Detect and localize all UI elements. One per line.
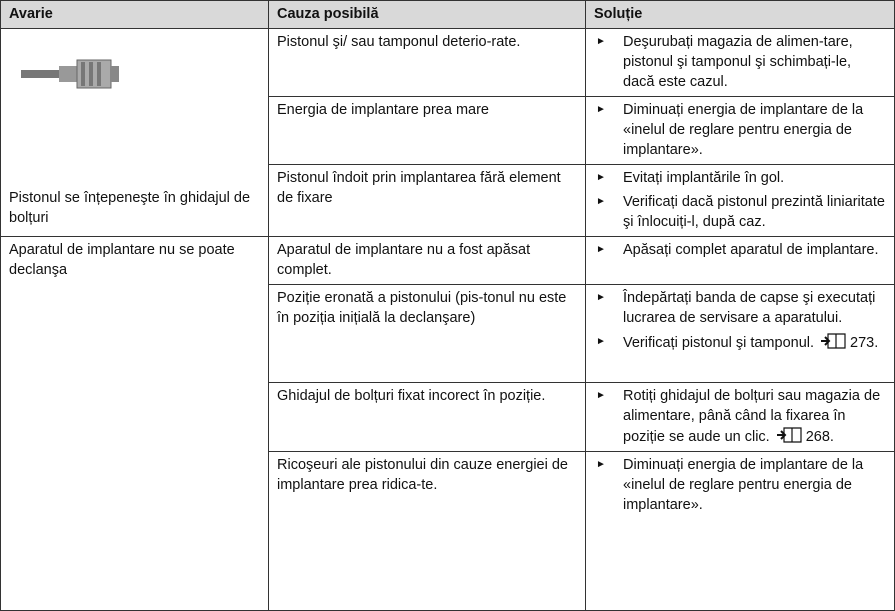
solution-text: Verificați dacă pistonul prezintă liniar… xyxy=(623,194,885,230)
solution-item: Evitați implantările în gol. xyxy=(594,168,886,188)
table-row: Aparatul de implantare nu se poate decla… xyxy=(0,236,895,611)
solution-text: Apăsați complet aparatul de implantare. xyxy=(623,242,879,258)
solution-item: Verificați dacă pistonul prezintă liniar… xyxy=(594,192,886,232)
solution-item: Diminuați energia de implantare de la «i… xyxy=(594,455,886,515)
solution-list: Îndepărtați banda de capse şi executați … xyxy=(594,288,886,353)
solution-item: Verificați pistonul şi tamponul. 273. xyxy=(594,332,886,353)
cause-cell: Pistonul şi/ sau tamponul deterio-rate. xyxy=(268,28,586,97)
cause-cell: Energia de implantare prea mare xyxy=(268,96,586,165)
solution-item: Rotiți ghidajul de bolțuri sau magazia d… xyxy=(594,386,886,447)
solution-cell: Diminuați energia de implantare de la «i… xyxy=(585,96,895,165)
page-ref: 273. xyxy=(850,335,879,351)
cause-cell: Poziție eronată a pistonului (pis-tonul … xyxy=(268,284,586,383)
solution-text: Diminuați energia de implantare de la «i… xyxy=(623,102,864,158)
solution-text: Rotiți ghidajul de bolțuri sau magazia d… xyxy=(623,388,881,445)
solution-item: Îndepărtați banda de capse şi executați … xyxy=(594,288,886,328)
failure-text: Aparatul de implantare nu se poate decla… xyxy=(9,242,235,278)
table-row: Pistonul îndoit prin implantarea fără el… xyxy=(1,164,895,237)
table-row: Ricoşeuri ale pistonului din cauze energ… xyxy=(1,451,895,611)
failure-text: Pistonul se înțepeneşte în ghidajul de b… xyxy=(9,190,251,226)
cause-cell: Aparatul de implantare nu a fost apăsat … xyxy=(268,236,586,285)
header-cell: Avarie xyxy=(0,0,269,29)
cause-cell: Ricoşeuri ale pistonului din cauze energ… xyxy=(268,451,586,611)
cause-cell: Ghidajul de bolțuri fixat incorect în po… xyxy=(268,382,586,452)
solution-cell: Deşurubați magazia de alimen-tare, pisto… xyxy=(585,28,895,97)
solution-list: Deşurubați magazia de alimen-tare, pisto… xyxy=(594,32,886,92)
solution-cell: Evitați implantările în gol. Verificați d… xyxy=(585,164,895,237)
failure-cell: Aparatul de implantare nu se poate decla… xyxy=(0,236,269,611)
table-row: Ghidajul de bolțuri fixat incorect în po… xyxy=(1,382,895,452)
solution-item: Diminuați energia de implantare de la «i… xyxy=(594,100,886,160)
page-ref-icon xyxy=(821,333,846,349)
failure-wrap: Pistonul se înțepeneşte în ghidajul de b… xyxy=(9,32,260,228)
solution-cell: Apăsați complet aparatul de implantare. xyxy=(585,236,895,285)
failure-cell: Pistonul se înțepeneşte în ghidajul de b… xyxy=(0,28,269,237)
solution-cell: Rotiți ghidajul de bolțuri sau magazia d… xyxy=(585,382,895,452)
solution-item: Deşurubați magazia de alimen-tare, pisto… xyxy=(594,32,886,92)
solution-cell: Îndepărtați banda de capse şi executați … xyxy=(585,284,895,383)
header-cell: Soluție xyxy=(585,0,895,29)
header-cell: Cauza posibilă xyxy=(268,0,586,29)
solution-list: Rotiți ghidajul de bolțuri sau magazia d… xyxy=(594,386,886,447)
table-row: Pistonul se înțepeneşte în ghidajul de b… xyxy=(0,28,895,237)
header-row: Avarie Cauza posibilă Soluție xyxy=(0,0,895,29)
piston-image xyxy=(21,59,119,89)
table-row: Energia de implantare prea mare Diminuați… xyxy=(1,96,895,165)
solution-list: Apăsați complet aparatul de implantare. xyxy=(594,240,886,260)
solution-list: Evitați implantările în gol. Verificați d… xyxy=(594,168,886,232)
solution-list: Diminuați energia de implantare de la «i… xyxy=(594,455,886,515)
solution-item: Apăsați complet aparatul de implantare. xyxy=(594,240,886,260)
page-ref: 268. xyxy=(805,429,834,445)
solution-text: Îndepărtați banda de capse şi executați … xyxy=(623,290,876,326)
solution-list: Diminuați energia de implantare de la «i… xyxy=(594,100,886,160)
cause-cell: Pistonul îndoit prin implantarea fără el… xyxy=(268,164,586,237)
solution-text: Diminuați energia de implantare de la «i… xyxy=(623,457,864,513)
table-body: Pistonul se înțepeneşte în ghidajul de b… xyxy=(0,28,895,611)
solution-text: Deşurubați magazia de alimen-tare, pisto… xyxy=(623,34,853,90)
solution-text: Verificați pistonul şi tamponul. xyxy=(623,335,815,351)
page-ref-icon xyxy=(776,427,802,443)
solution-text: Evitați implantările în gol. xyxy=(623,170,785,186)
solution-cell: Diminuați energia de implantare de la «i… xyxy=(585,451,895,611)
